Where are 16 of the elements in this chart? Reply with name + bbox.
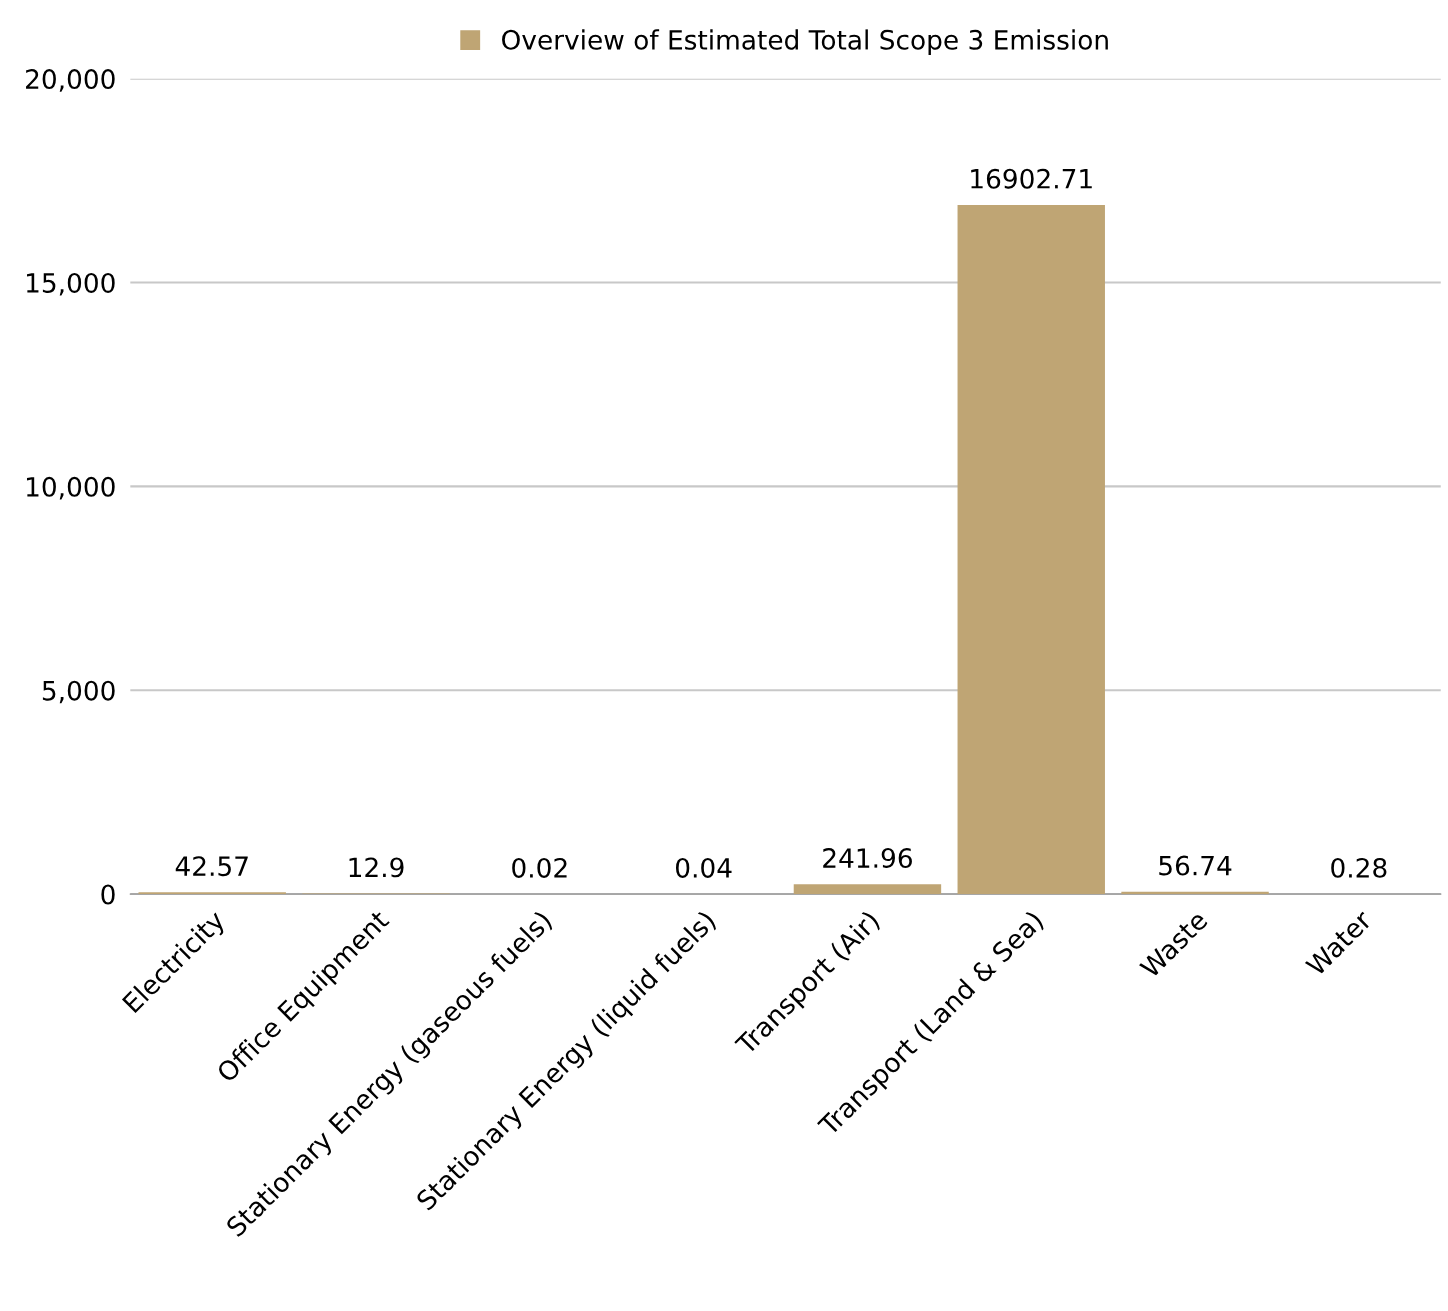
y-tick-label: 15,000 (26, 272, 115, 296)
data-label: 0.28 (1331, 857, 1387, 878)
y-tick-label: 20,000 (26, 69, 115, 92)
bar (793, 884, 942, 895)
legend-label: Overview of Estimated Total Scope 3 Emission (502, 29, 1108, 55)
y-tick-label: 5,000 (42, 680, 115, 704)
data-label: 241.96 (823, 848, 912, 869)
y-tick-label: 0 (101, 884, 115, 905)
data-label: 16902.71 (971, 168, 1092, 189)
data-label: 42.57 (175, 856, 248, 877)
y-tick-label: 10,000 (26, 476, 115, 500)
bar (957, 204, 1105, 895)
data-label: 0.04 (676, 857, 732, 878)
data-label: 56.74 (1159, 855, 1232, 876)
data-label: 0.02 (512, 857, 567, 878)
data-label: 12.9 (349, 857, 404, 878)
